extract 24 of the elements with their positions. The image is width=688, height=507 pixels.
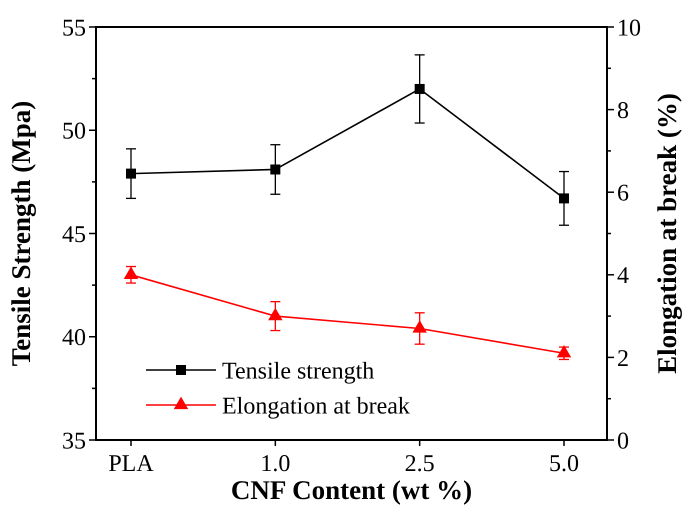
legend-label: Tensile strength [222,358,374,384]
legend-label: Elongation at break [222,393,410,420]
y-axis-title: Tensile Strength (Mpa) [6,100,36,366]
y2-tick-label: 10 [617,15,641,42]
y2-tick-label: 0 [617,428,629,454]
y-tick-label: 35 [62,428,86,454]
point [126,168,136,179]
y-tick-label: 40 [62,325,86,352]
y2-tick-label: 8 [617,98,629,124]
y2-axis-title: Elongation at break (%) [652,93,682,374]
point [270,164,280,174]
y-tick-label: 45 [62,222,86,248]
y2-tick-label: 4 [617,263,629,290]
x-tick-label: PLA [108,451,154,477]
y2-tick-label: 2 [617,346,629,372]
y-tick-label: 55 [62,15,86,42]
point [559,193,569,204]
x-tick-label: 5.0 [549,451,579,477]
x-axis-title: CNF Content (wt %) [230,475,472,505]
x-tick-label: 1.0 [260,451,290,477]
x-tick-label: 2.5 [404,451,435,477]
point [414,84,425,94]
y-tick-label: 50 [62,118,86,145]
y2-tick-label: 6 [617,180,629,207]
